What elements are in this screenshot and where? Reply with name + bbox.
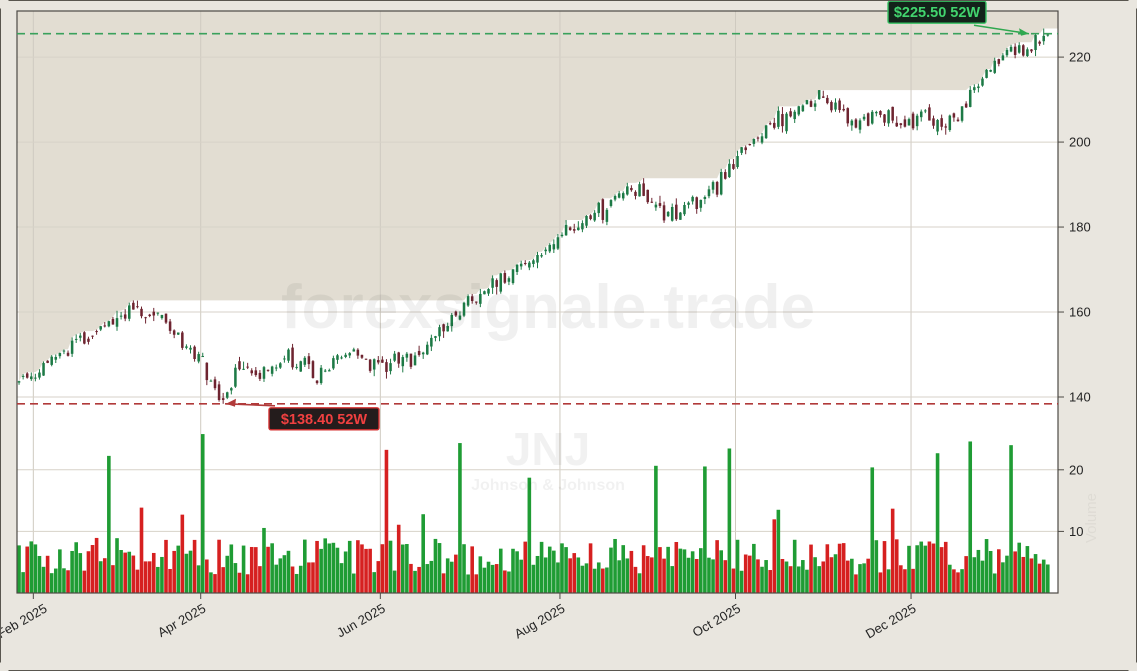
svg-text:$225.50 52W: $225.50 52W	[894, 5, 981, 21]
svg-text:JNJ: JNJ	[506, 423, 590, 475]
svg-text:Johnson & Johnson: Johnson & Johnson	[471, 477, 625, 494]
svg-text:220: 220	[1069, 50, 1091, 65]
svg-text:forexsignale.trade: forexsignale.trade	[281, 273, 815, 342]
svg-text:$138.40 52W: $138.40 52W	[281, 412, 368, 428]
svg-text:200: 200	[1069, 135, 1091, 150]
svg-text:160: 160	[1069, 305, 1091, 320]
svg-text:10: 10	[1069, 524, 1083, 539]
svg-text:180: 180	[1069, 220, 1091, 235]
svg-text:Volume: Volume	[1083, 493, 1100, 543]
svg-text:20: 20	[1069, 462, 1083, 477]
svg-text:140: 140	[1069, 389, 1091, 404]
